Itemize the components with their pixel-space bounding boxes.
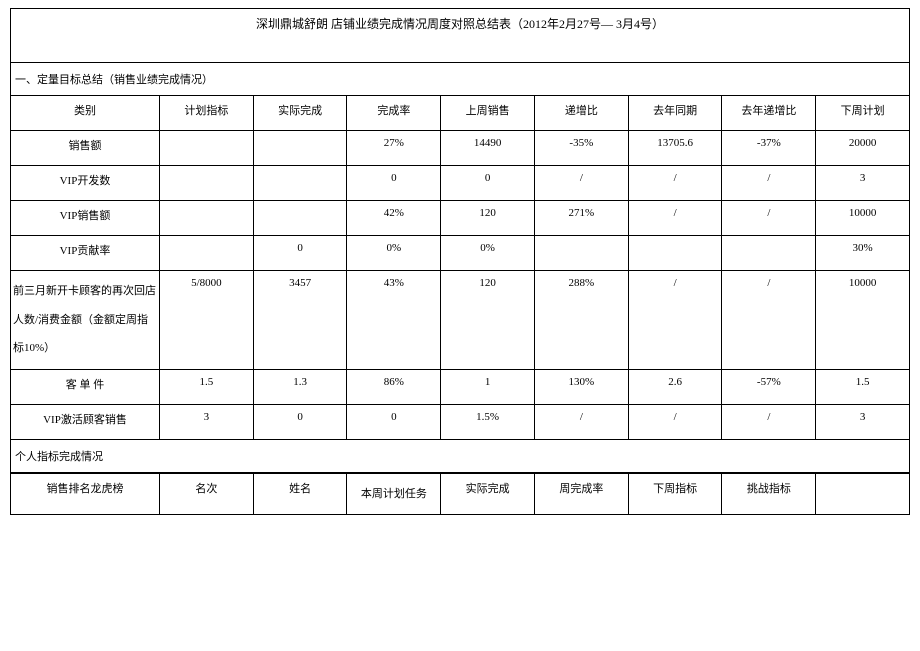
cell: 0%	[441, 236, 535, 271]
col-nextweek: 下周指标	[628, 473, 722, 515]
cell: 0	[441, 166, 535, 201]
cell: 288%	[534, 271, 628, 370]
cell: 13705.6	[628, 131, 722, 166]
cell	[159, 166, 253, 201]
cell: 86%	[347, 369, 441, 404]
col-name: 姓名	[253, 473, 347, 515]
table-header-row: 类别 计划指标 实际完成 完成率 上周销售 递增比 去年同期 去年递增比 下周计…	[11, 96, 910, 131]
cell: 14490	[441, 131, 535, 166]
cell: 0%	[347, 236, 441, 271]
cell: 1.3	[253, 369, 347, 404]
col-lyinc: 去年递增比	[722, 96, 816, 131]
cell: 130%	[534, 369, 628, 404]
cell	[253, 166, 347, 201]
personal-metrics-label: 个人指标完成情况	[10, 440, 910, 473]
cell: 43%	[347, 271, 441, 370]
cell: /	[722, 201, 816, 236]
cell: /	[722, 271, 816, 370]
cell: 30%	[816, 236, 910, 271]
cell-cat: VIP销售额	[11, 201, 160, 236]
cell-cat: 前三月新开卡顾客的再次回店人数/消费金额（金额定周指标10%）	[11, 271, 160, 370]
cell: -35%	[534, 131, 628, 166]
cell	[159, 236, 253, 271]
cell: 10000	[816, 201, 910, 236]
col-rankboard: 销售排名龙虎榜	[11, 473, 160, 515]
cell: 1.5	[816, 369, 910, 404]
cell-cat: VIP激活顾客销售	[11, 404, 160, 439]
cell: 2.6	[628, 369, 722, 404]
table-row: VIP贡献率 0 0% 0% 30%	[11, 236, 910, 271]
table-row: VIP激活顾客销售 3 0 0 1.5% / / / 3	[11, 404, 910, 439]
cell: 10000	[816, 271, 910, 370]
cell: 5/8000	[159, 271, 253, 370]
cell	[253, 131, 347, 166]
cell: -57%	[722, 369, 816, 404]
col-increase: 递增比	[534, 96, 628, 131]
cell	[159, 131, 253, 166]
cell: -37%	[722, 131, 816, 166]
report-title: 深圳鼎城舒朗 店铺业绩完成情况周度对照总结表（2012年2月27号— 3月4号）	[10, 8, 910, 62]
cell: 1	[441, 369, 535, 404]
cell: /	[628, 166, 722, 201]
cell: 3457	[253, 271, 347, 370]
cell: /	[722, 404, 816, 439]
cell: 42%	[347, 201, 441, 236]
cell: 0	[253, 404, 347, 439]
table-row: 客 单 件 1.5 1.3 86% 1 130% 2.6 -57% 1.5	[11, 369, 910, 404]
cell-cat: 销售额	[11, 131, 160, 166]
col-actual: 实际完成	[253, 96, 347, 131]
cell	[253, 201, 347, 236]
cell: /	[722, 166, 816, 201]
cell: 120	[441, 271, 535, 370]
cell: 3	[816, 166, 910, 201]
cell: /	[628, 201, 722, 236]
ranking-header-row: 销售排名龙虎榜 名次 姓名 本周计划任务 实际完成 周完成率 下周指标 挑战指标	[11, 473, 910, 515]
col-actual: 实际完成	[441, 473, 535, 515]
col-category: 类别	[11, 96, 160, 131]
col-lastweek: 上周销售	[441, 96, 535, 131]
cell: 271%	[534, 201, 628, 236]
cell: /	[628, 271, 722, 370]
cell: 0	[253, 236, 347, 271]
col-empty	[816, 473, 910, 515]
cell: 3	[816, 404, 910, 439]
cell: /	[534, 404, 628, 439]
col-plan: 计划指标	[159, 96, 253, 131]
cell: 3	[159, 404, 253, 439]
col-nextplan: 下周计划	[816, 96, 910, 131]
cell	[159, 201, 253, 236]
cell: 120	[441, 201, 535, 236]
cell-cat: VIP开发数	[11, 166, 160, 201]
table-row: 前三月新开卡顾客的再次回店人数/消费金额（金额定周指标10%） 5/8000 3…	[11, 271, 910, 370]
cell-cat: VIP贡献率	[11, 236, 160, 271]
table-row: VIP销售额 42% 120 271% / / 10000	[11, 201, 910, 236]
cell	[722, 236, 816, 271]
col-rate: 完成率	[347, 96, 441, 131]
cell-cat: 客 单 件	[11, 369, 160, 404]
cell: 20000	[816, 131, 910, 166]
table-row: VIP开发数 0 0 / / / 3	[11, 166, 910, 201]
cell: /	[534, 166, 628, 201]
targets-table: 类别 计划指标 实际完成 完成率 上周销售 递增比 去年同期 去年递增比 下周计…	[10, 95, 910, 440]
col-weekplan: 本周计划任务	[347, 473, 441, 515]
cell: 27%	[347, 131, 441, 166]
cell: 1.5%	[441, 404, 535, 439]
col-weekrate: 周完成率	[534, 473, 628, 515]
col-challenge: 挑战指标	[722, 473, 816, 515]
cell: 0	[347, 166, 441, 201]
section1-label: 一、定量目标总结（销售业绩完成情况）	[10, 62, 910, 95]
cell: 1.5	[159, 369, 253, 404]
cell: 0	[347, 404, 441, 439]
table-row: 销售额 27% 14490 -35% 13705.6 -37% 20000	[11, 131, 910, 166]
col-lastyear: 去年同期	[628, 96, 722, 131]
cell	[628, 236, 722, 271]
cell	[534, 236, 628, 271]
col-rank: 名次	[159, 473, 253, 515]
ranking-table: 销售排名龙虎榜 名次 姓名 本周计划任务 实际完成 周完成率 下周指标 挑战指标	[10, 473, 910, 516]
cell: /	[628, 404, 722, 439]
